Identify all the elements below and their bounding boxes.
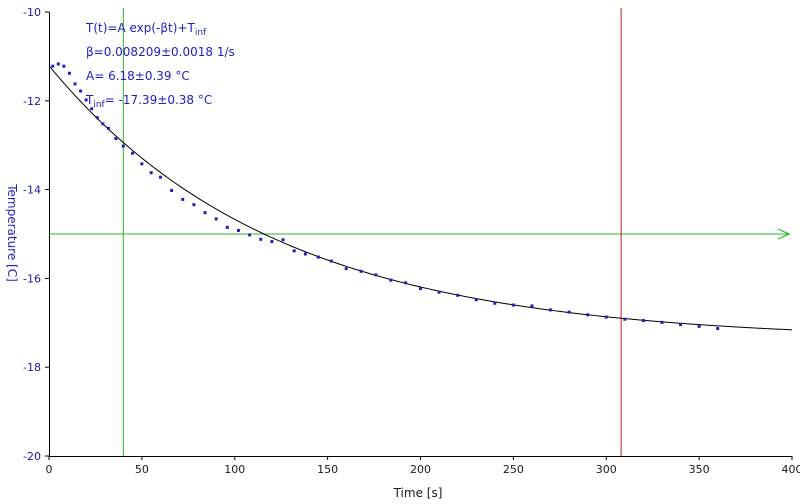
data-point bbox=[149, 171, 153, 175]
data-point bbox=[259, 237, 263, 241]
x-tick-label: 200 bbox=[410, 463, 431, 476]
data-point bbox=[181, 197, 185, 201]
data-point bbox=[84, 98, 88, 102]
data-point bbox=[437, 290, 441, 294]
data-point bbox=[549, 308, 553, 312]
data-point bbox=[101, 122, 105, 126]
data-point bbox=[67, 71, 71, 75]
data-point bbox=[660, 320, 664, 324]
y-tick-label: -20 bbox=[23, 450, 41, 463]
data-point bbox=[214, 217, 218, 221]
fit-formula: T(t)=A exp(-βt)+Tinf bbox=[86, 21, 206, 38]
data-point bbox=[292, 249, 296, 253]
data-point bbox=[79, 89, 83, 93]
data-point bbox=[303, 252, 307, 256]
data-point bbox=[281, 238, 285, 242]
data-point bbox=[51, 64, 55, 68]
data-point bbox=[56, 62, 60, 66]
data-point bbox=[170, 188, 174, 192]
data-point bbox=[641, 319, 645, 323]
data-point bbox=[530, 304, 534, 308]
data-point bbox=[140, 162, 144, 166]
data-point bbox=[604, 315, 608, 319]
fit-amplitude: A= 6.18±0.39 °C bbox=[86, 69, 190, 83]
x-tick-label: 50 bbox=[135, 463, 149, 476]
fit-curve-group bbox=[48, 65, 793, 331]
data-point bbox=[404, 281, 408, 285]
data-points-group bbox=[51, 62, 720, 331]
data-point bbox=[62, 64, 66, 68]
data-point bbox=[131, 151, 135, 155]
data-point bbox=[697, 324, 701, 328]
data-point bbox=[106, 126, 110, 130]
x-tick-label: 250 bbox=[503, 463, 524, 476]
data-point bbox=[374, 273, 378, 277]
x-tick-label: 400 bbox=[782, 463, 800, 476]
fit-formula-sub: inf bbox=[194, 28, 207, 38]
data-point bbox=[567, 310, 571, 314]
data-point bbox=[344, 267, 348, 271]
fit-tinf-sub: inf bbox=[93, 100, 105, 110]
x-tick-label: 300 bbox=[596, 463, 617, 476]
data-point bbox=[474, 298, 478, 302]
data-point bbox=[456, 293, 460, 297]
fit-tinf-value: = -17.39±0.38 °C bbox=[104, 93, 213, 107]
data-point bbox=[203, 211, 207, 215]
x-tick-label: 100 bbox=[224, 463, 245, 476]
data-point bbox=[236, 228, 240, 232]
y-tick-label: -10 bbox=[23, 6, 41, 19]
data-point bbox=[623, 317, 627, 321]
data-point bbox=[359, 269, 363, 273]
x-tick-label: 350 bbox=[689, 463, 710, 476]
y-tick-label: -12 bbox=[23, 95, 41, 108]
data-point bbox=[716, 327, 720, 331]
cursors bbox=[49, 8, 791, 456]
data-point bbox=[679, 323, 683, 327]
fit-formula-main: T(t)=A exp(-βt)+T bbox=[86, 21, 195, 35]
data-point bbox=[73, 82, 77, 86]
data-point bbox=[389, 278, 393, 282]
fit-curve bbox=[48, 65, 793, 331]
data-point bbox=[419, 287, 422, 291]
y-axis-title: Temperature [C] bbox=[5, 183, 19, 282]
x-tick-label: 0 bbox=[46, 463, 53, 476]
fit-tinf-label: T bbox=[86, 93, 94, 107]
data-point bbox=[316, 255, 320, 259]
fit-tinf: Tinf= -17.39±0.38 °C bbox=[86, 93, 213, 110]
y-tick-label: -14 bbox=[23, 184, 41, 197]
y-tick-label: -16 bbox=[23, 272, 41, 285]
data-point bbox=[248, 233, 252, 237]
data-point bbox=[225, 225, 229, 229]
data-point bbox=[95, 116, 99, 120]
cursor-arrow-icon bbox=[777, 228, 791, 240]
data-point bbox=[158, 175, 162, 179]
data-point bbox=[511, 303, 515, 307]
data-point bbox=[493, 301, 497, 305]
fit-beta: β=0.008209±0.0018 1/s bbox=[86, 45, 235, 59]
data-point bbox=[121, 144, 125, 148]
data-point bbox=[270, 240, 274, 244]
data-point bbox=[192, 203, 196, 207]
data-point bbox=[586, 313, 590, 317]
x-axis-title: Time [s] bbox=[393, 486, 443, 500]
data-point bbox=[329, 259, 333, 263]
data-point bbox=[114, 137, 118, 141]
data-point bbox=[90, 107, 94, 111]
y-tick-label: -18 bbox=[23, 361, 41, 374]
y-axis-ticks: -10 -12 -14 -16 -18 -20 bbox=[23, 6, 49, 463]
x-tick-label: 150 bbox=[317, 463, 338, 476]
x-axis-ticks: 0 50 100 150 200 250 300 350 400 bbox=[46, 456, 800, 476]
